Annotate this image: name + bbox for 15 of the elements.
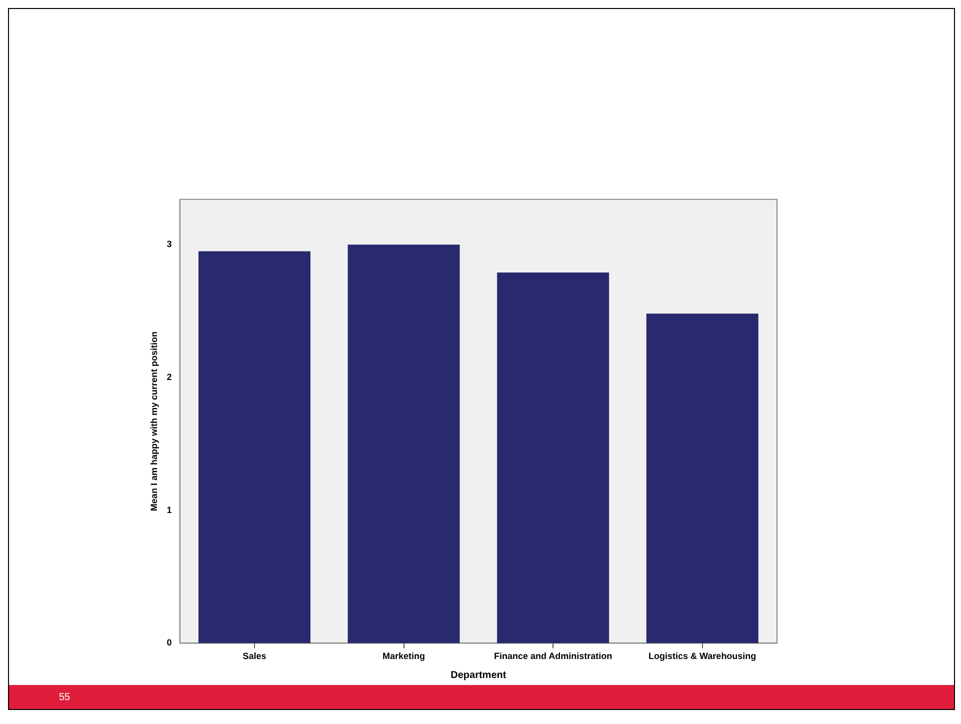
bar — [348, 244, 460, 644]
bar — [198, 251, 310, 644]
bar — [646, 314, 758, 644]
x-tick-label: Marketing — [382, 651, 426, 662]
y-tick-label: 3 — [166, 239, 172, 250]
x-tick-label: Finance and Administration — [494, 651, 612, 662]
x-tick-label: Logistics & Warehousing — [648, 651, 756, 662]
y-tick-label: 0 — [166, 638, 172, 648]
bar — [497, 272, 610, 644]
y-tick-label: 1 — [166, 504, 172, 515]
text: 55 — [59, 692, 70, 703]
y-axis-title: Mean I am happy with my current position — [148, 332, 159, 512]
x-tick-label: Sales — [242, 651, 266, 662]
y-tick-label: 2 — [166, 372, 172, 382]
x-axis-title: Department — [450, 670, 507, 681]
